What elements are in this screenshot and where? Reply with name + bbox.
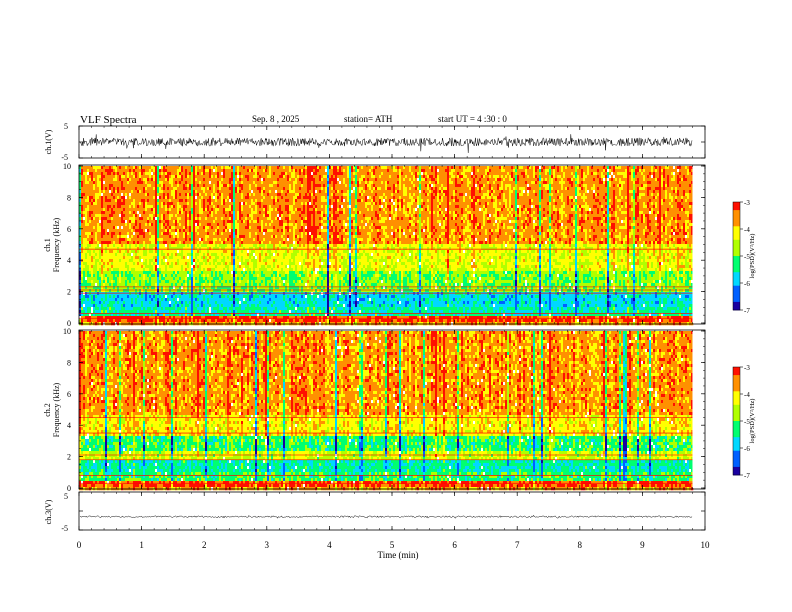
ch1-waveform-panel: 5 -5 ch.1(V) bbox=[44, 122, 705, 162]
time-tick-label: 7 bbox=[515, 540, 520, 550]
freq-tick-label: 6 bbox=[67, 225, 71, 234]
time-tick-label: 6 bbox=[452, 540, 457, 550]
freq-tick-label: 2 bbox=[67, 288, 71, 297]
start-time-label: start UT = 4 :30 : 0 bbox=[438, 114, 507, 124]
colorbar-tick-label: -4 bbox=[744, 391, 750, 399]
ch3-waveform-ylabel: ch.3(V) bbox=[44, 499, 53, 524]
freq-tick-label: 6 bbox=[67, 390, 71, 399]
freq-tick-label: 8 bbox=[67, 358, 71, 367]
station-label: station= ATH bbox=[344, 114, 393, 124]
colorbar-tick-label: -3 bbox=[744, 199, 750, 207]
date-label: Sep. 8 , 2025 bbox=[252, 114, 300, 124]
freq-tick-label: 2 bbox=[67, 453, 71, 462]
colorbar-tick-label: -7 bbox=[744, 307, 750, 315]
ch1-ytick-bottom: -5 bbox=[61, 153, 68, 162]
ch2-spectrogram-image bbox=[79, 331, 705, 490]
ch1-spectrogram-image bbox=[79, 166, 705, 325]
freq-tick-label: 10 bbox=[63, 327, 71, 336]
freq-tick-label: 10 bbox=[63, 162, 71, 171]
time-tick-label: 0 bbox=[77, 540, 82, 550]
colorbar-tick-label: -6 bbox=[744, 445, 750, 453]
time-axis-label: Time (min) bbox=[378, 550, 419, 560]
colorbar-tick-label: -4 bbox=[744, 226, 750, 234]
freq-tick-label: 4 bbox=[67, 256, 71, 265]
ch1-frequency-ylabel: Frequency (kHz) bbox=[52, 217, 61, 272]
time-tick-label: 9 bbox=[640, 540, 645, 550]
ch3-waveform-trace bbox=[79, 492, 705, 530]
time-tick-label: 10 bbox=[701, 540, 711, 550]
time-tick-label: 1 bbox=[139, 540, 144, 550]
freq-tick-label: 8 bbox=[67, 193, 71, 202]
ch3-ytick-bottom: -5 bbox=[61, 524, 68, 533]
ch2-channel-label: ch.2 bbox=[43, 403, 52, 417]
ch1-channel-label: ch.1 bbox=[43, 238, 52, 252]
time-tick-label: 8 bbox=[578, 540, 583, 550]
ch1-waveform-ylabel: ch.1(V) bbox=[44, 129, 53, 154]
colorbar-label: log(PSD)(V²/Hz) bbox=[749, 234, 756, 279]
colorbar-tick-label: -7 bbox=[744, 472, 750, 480]
ch3-waveform-panel: 5 -5 ch.3(V) bbox=[44, 492, 705, 533]
time-tick-label: 5 bbox=[390, 540, 395, 550]
colorbar-tick-label: -3 bbox=[744, 364, 750, 372]
colorbar-label: log(PSD)(V²/Hz) bbox=[749, 399, 756, 444]
freq-tick-label: 4 bbox=[67, 421, 71, 430]
time-tick-label: 3 bbox=[265, 540, 270, 550]
ch1-ytick-top: 5 bbox=[64, 122, 68, 131]
figure-title: VLF Spectra bbox=[80, 114, 137, 126]
ch2-frequency-ylabel: Frequency (kHz) bbox=[52, 382, 61, 437]
colorbar-tick-label: -6 bbox=[744, 280, 750, 288]
time-tick-label: 4 bbox=[327, 540, 332, 550]
ch3-ytick-top: 5 bbox=[64, 492, 68, 501]
ch1-waveform-trace bbox=[79, 126, 705, 158]
time-tick-label: 2 bbox=[202, 540, 207, 550]
